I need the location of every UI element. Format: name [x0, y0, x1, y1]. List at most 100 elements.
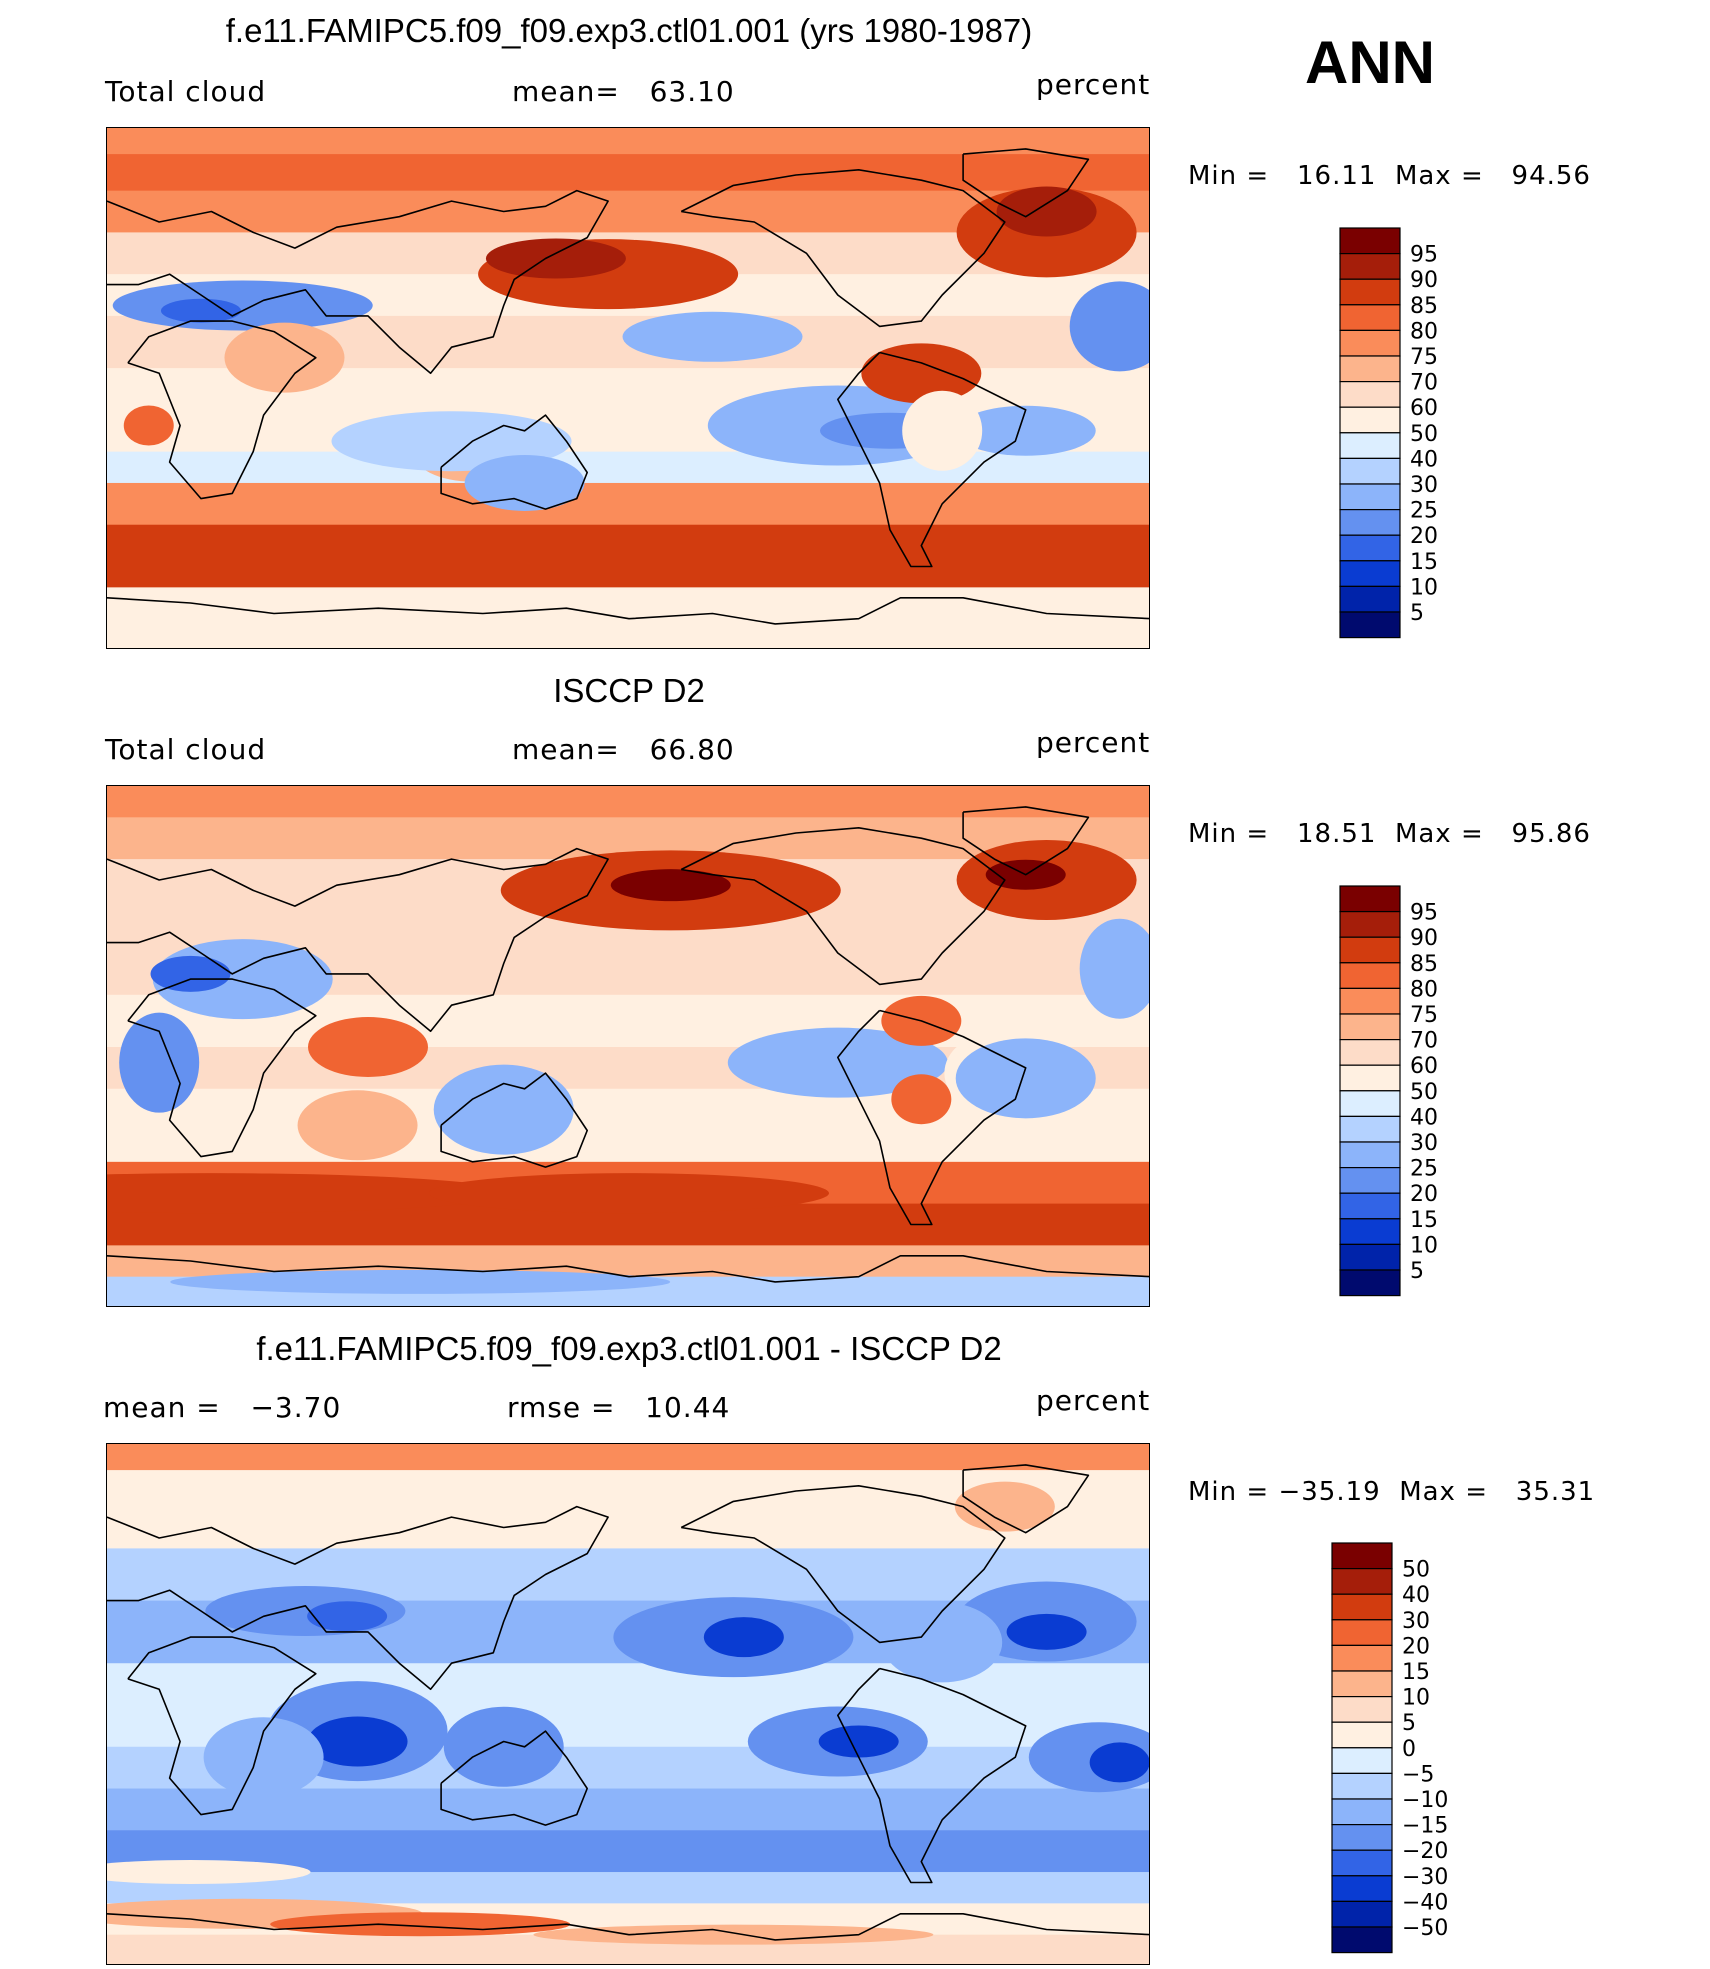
- colorbar-box: [1339, 329, 1401, 357]
- colorbar-box: [1339, 1115, 1401, 1143]
- coastline: [962, 1464, 1090, 1534]
- colorbar-label: 80: [1410, 319, 1438, 344]
- colorbar-label: 50: [1410, 422, 1438, 447]
- contour-band: [107, 1120, 1149, 1163]
- contour-region: [224, 322, 345, 393]
- colorbar-box: [1331, 1772, 1393, 1800]
- colorbar-label: 60: [1410, 1054, 1438, 1079]
- colorbar-label: 25: [1410, 1157, 1438, 1182]
- colorbar-box: [1339, 560, 1401, 587]
- colorbar-label: −30: [1402, 1865, 1448, 1890]
- colorbar-box: [1331, 1670, 1393, 1698]
- colorbar-label: 15: [1410, 1208, 1438, 1233]
- panel-2-map-svg: [107, 786, 1149, 1306]
- colorbar-label: 20: [1402, 1634, 1430, 1659]
- panel-2-variable-label: Total cloud: [105, 733, 267, 766]
- panel-1-mean-label: mean= 63.10: [512, 75, 735, 108]
- colorbar-label: 40: [1402, 1583, 1430, 1608]
- colorbar-box: [1339, 1218, 1401, 1245]
- panel-3-map: [106, 1443, 1150, 1965]
- contour-region: [464, 454, 585, 511]
- panel-1-fill: [107, 128, 1149, 648]
- coastline: [107, 1505, 609, 1691]
- colorbar-label: −5: [1402, 1762, 1434, 1787]
- coastline: [107, 189, 609, 375]
- colorbar-label: 10: [1410, 1233, 1438, 1258]
- colorbar-label: 30: [1410, 473, 1438, 498]
- coastline: [127, 978, 317, 1158]
- colorbar-label: 50: [1402, 1558, 1430, 1583]
- contour-band: [107, 128, 1149, 156]
- panel-2-fill: [107, 786, 1149, 1306]
- contour-region: [891, 1074, 952, 1125]
- panel-2-map: [106, 785, 1150, 1307]
- panel-1-coastlines: [107, 148, 1149, 625]
- colorbar-box: [1339, 406, 1401, 434]
- colorbar-box: [1331, 1721, 1393, 1749]
- panel-3-title: f.e11.FAMIPC5.f09_f09.exp3.ctl01.001 - I…: [256, 1330, 1002, 1367]
- colorbar-box: [1339, 304, 1401, 332]
- panel-2-minmax: Min = 18.51 Max = 95.86: [1188, 819, 1591, 849]
- coastline: [107, 1254, 1149, 1283]
- panel-2-coastlines: [107, 806, 1149, 1283]
- coastline: [127, 1636, 317, 1816]
- contour-region: [308, 1017, 428, 1077]
- colorbar-label: 85: [1410, 952, 1438, 977]
- contour-region: [150, 955, 231, 992]
- colorbar-label: 60: [1410, 396, 1438, 421]
- colorbar-box: [1339, 509, 1401, 536]
- contour-band: [107, 618, 1149, 648]
- coastline: [962, 148, 1090, 218]
- colorbar-box: [1331, 1798, 1393, 1826]
- coastline: [836, 1667, 1027, 1884]
- colorbar-box: [1331, 1696, 1393, 1723]
- colorbar-box: [1339, 1039, 1401, 1066]
- coastline: [680, 826, 1006, 986]
- contour-region: [307, 1716, 408, 1767]
- coastline: [107, 596, 1149, 625]
- coastline: [680, 168, 1006, 328]
- contour-region: [297, 1090, 418, 1161]
- colorbar-box: [1339, 432, 1401, 460]
- coastline: [440, 1730, 589, 1826]
- colorbar-box: [1339, 885, 1401, 913]
- colorbar-label: 70: [1410, 371, 1438, 396]
- panel-3-coastlines: [107, 1464, 1149, 1941]
- colorbar-label: 95: [1410, 243, 1438, 268]
- colorbar-box: [1339, 936, 1401, 964]
- colorbar-label: 15: [1402, 1660, 1430, 1685]
- colorbar-label: 30: [1410, 1131, 1438, 1156]
- contour-region: [902, 390, 983, 471]
- contour-region: [107, 1860, 311, 1885]
- colorbar-box: [1331, 1747, 1393, 1775]
- colorbar-box: [1339, 1013, 1401, 1041]
- coastline: [440, 414, 589, 510]
- colorbar-box: [1339, 381, 1401, 408]
- panel-3-colorbar: 50 40 30 20 15 10 5 0 −5 −10 −15 −20 −30 −40 −50: [1331, 1542, 1452, 1960]
- contour-region: [861, 343, 982, 404]
- colorbar-box: [1339, 911, 1401, 938]
- colorbar-box: [1331, 1900, 1393, 1928]
- panel-1-map-svg: [107, 128, 1149, 648]
- coastline: [680, 1484, 1006, 1644]
- colorbar-box: [1339, 1141, 1401, 1169]
- colorbar-label: −10: [1402, 1788, 1448, 1813]
- coastline: [836, 351, 1027, 568]
- colorbar-box: [1339, 1192, 1401, 1220]
- season-label: ANN: [1305, 29, 1435, 96]
- panel-3-fill: [107, 1444, 1149, 1964]
- coastline: [107, 847, 609, 1033]
- contour-region: [1089, 1742, 1149, 1783]
- contour-region: [727, 1027, 948, 1098]
- panel-1-minmax: Min = 16.11 Max = 94.56: [1188, 161, 1591, 191]
- panel-1-colorbar: 95 90 85 80 75 70 60 50 40 30 25 20 15 10 5: [1339, 227, 1460, 645]
- contour-band: [107, 1663, 1149, 1706]
- panel-1-units-label: percent: [1036, 68, 1151, 101]
- colorbar-box: [1331, 1926, 1393, 1954]
- panel-2-colorbar: 95 90 85 80 75 70 60 50 40 30 25 20 15 10 5: [1339, 885, 1460, 1303]
- colorbar-label: 0: [1402, 1737, 1416, 1762]
- contour-region: [1079, 918, 1149, 1019]
- colorbar-label: 75: [1410, 345, 1438, 370]
- contour-region: [485, 238, 626, 279]
- colorbar-box: [1339, 534, 1401, 562]
